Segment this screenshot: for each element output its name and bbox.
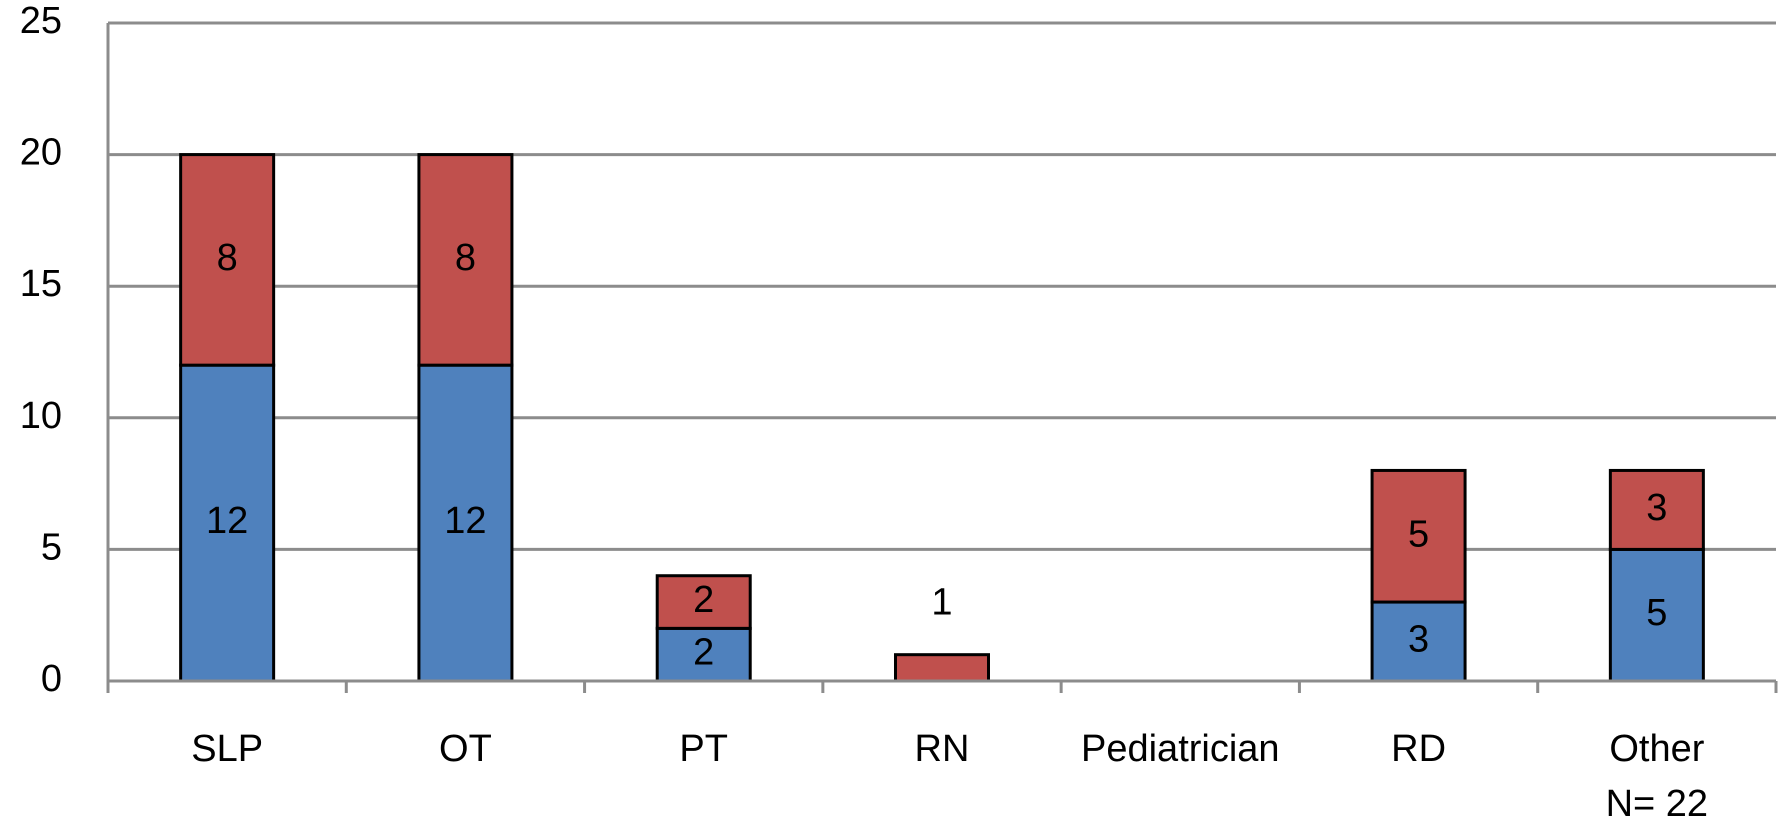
annotation: N= 22 bbox=[1606, 783, 1708, 825]
data-label: 2 bbox=[693, 632, 714, 674]
data-label: 3 bbox=[1646, 487, 1667, 529]
data-label: 5 bbox=[1408, 513, 1429, 555]
data-label: 8 bbox=[217, 237, 238, 279]
bar-segment bbox=[1608, 468, 1705, 551]
y-tick-label: 20 bbox=[20, 132, 62, 174]
x-tick-label: PT bbox=[679, 728, 728, 770]
data-label: 1 bbox=[931, 582, 952, 624]
y-tick-label: 0 bbox=[41, 658, 62, 700]
bar-segment bbox=[1608, 547, 1705, 683]
y-tick-label: 15 bbox=[20, 263, 62, 305]
y-tick-label: 10 bbox=[20, 395, 62, 437]
x-tick-label: RN bbox=[915, 728, 970, 770]
x-tick-label: SLP bbox=[191, 728, 263, 770]
bar-segment bbox=[894, 653, 990, 683]
bar-segment bbox=[179, 153, 276, 367]
data-label: 2 bbox=[693, 579, 714, 621]
bar-segment bbox=[1370, 468, 1467, 604]
x-tick-label: Other bbox=[1609, 728, 1704, 770]
bar-segment bbox=[655, 574, 752, 630]
bar-segment bbox=[417, 153, 514, 367]
x-tick-label: OT bbox=[439, 728, 492, 770]
data-label: 12 bbox=[206, 500, 248, 542]
y-tick-label: 25 bbox=[20, 0, 62, 42]
data-label: 12 bbox=[444, 500, 486, 542]
y-tick-label: 5 bbox=[41, 526, 62, 568]
data-label: 5 bbox=[1646, 592, 1667, 634]
x-tick-label: Pediatrician bbox=[1081, 728, 1280, 770]
data-label: 3 bbox=[1408, 619, 1429, 661]
data-label: 8 bbox=[455, 237, 476, 279]
x-tick-label: RD bbox=[1391, 728, 1446, 770]
